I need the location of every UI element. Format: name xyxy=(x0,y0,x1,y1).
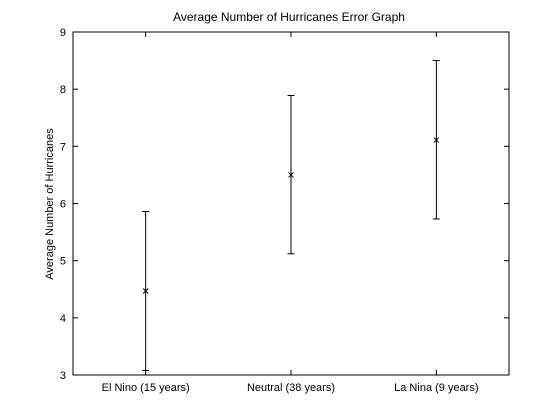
mean-marker xyxy=(142,288,149,294)
mean-marker xyxy=(433,137,440,143)
y-tick-label: 4 xyxy=(60,313,66,325)
y-tick-label: 9 xyxy=(60,27,66,39)
y-axis-label: Average Number of Hurricanes xyxy=(44,128,56,280)
y-axis: 3 4 5 6 7 8 9 xyxy=(60,27,509,382)
y-tick-label: 3 xyxy=(60,370,66,382)
mean-marker xyxy=(288,172,294,178)
x-tick-label: El Nino (15 years) xyxy=(102,382,190,394)
x-axis: El Nino (15 years) Neutral (38 years) La N… xyxy=(102,32,479,394)
y-tick-label: 6 xyxy=(60,199,66,211)
x-tick-label: Neutral (38 years) xyxy=(247,382,335,394)
y-tick-label: 8 xyxy=(60,84,66,96)
y-tick-label: 5 xyxy=(60,256,66,268)
y-tick-label: 7 xyxy=(60,141,66,153)
mean-markers xyxy=(142,137,440,294)
chart-title: Average Number of Hurricanes Error Graph xyxy=(173,10,405,24)
x-tick-label: La Nina (9 years) xyxy=(394,382,478,394)
